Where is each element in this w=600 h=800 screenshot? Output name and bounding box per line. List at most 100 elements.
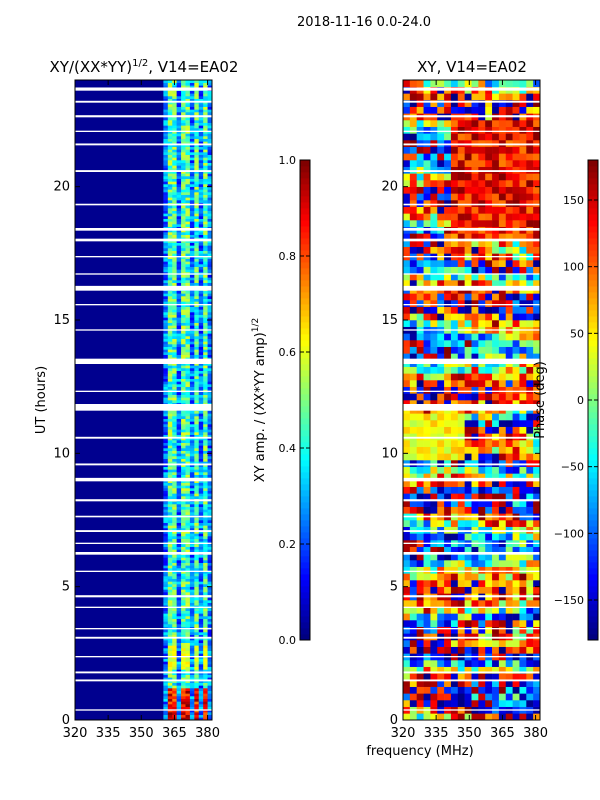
phase-cell — [485, 553, 493, 561]
amplitude-cell — [185, 133, 191, 137]
phase-cell — [430, 586, 438, 594]
phase-cell — [416, 420, 424, 427]
phase-cell — [478, 506, 486, 514]
phase-cell — [533, 80, 541, 87]
amplitude-cell — [194, 602, 200, 606]
amplitude-cell — [207, 392, 213, 395]
phase-cell — [505, 200, 513, 207]
amplitude-cell — [163, 680, 169, 683]
amplitude-cell — [207, 570, 213, 574]
amplitude-cell — [203, 280, 208, 283]
phase-cell — [444, 446, 452, 454]
phase-cell — [526, 680, 534, 687]
phase-cell — [498, 106, 507, 114]
amplitude-cell — [167, 525, 173, 529]
amplitude-cell — [167, 365, 173, 369]
amplitude-cell — [167, 125, 173, 129]
phase-flag-gap — [403, 628, 540, 630]
amplitude-cell — [172, 578, 177, 582]
phase-colorbar-swatch — [588, 550, 598, 557]
amplitude-cell — [194, 397, 200, 401]
amplitude-cell — [176, 586, 182, 590]
phase-flag-gap — [403, 304, 540, 306]
amplitude-cell — [172, 218, 177, 222]
phase-cell — [444, 80, 452, 87]
phase-cell — [464, 453, 472, 461]
amplitude-cell — [194, 82, 200, 86]
phase-cell — [485, 660, 493, 667]
phase-cell — [519, 533, 527, 541]
amplitude-cell — [181, 370, 186, 374]
phase-cell — [430, 573, 438, 581]
phase-cell — [533, 453, 541, 461]
amplitude-cell — [163, 341, 169, 345]
phase-cell — [464, 313, 472, 321]
amplitude-cell — [185, 629, 191, 633]
amplitude-cell — [203, 474, 208, 478]
amplitude-cell — [167, 538, 173, 542]
phase-cell — [471, 93, 479, 101]
phase-cell — [498, 306, 507, 314]
amplitude-colorbar-swatch — [300, 274, 310, 281]
phase-cell — [505, 153, 513, 161]
amplitude-cell — [163, 677, 169, 681]
amplitude-cell — [185, 712, 191, 715]
amplitude-cell — [198, 533, 204, 537]
phase-cell — [478, 273, 486, 281]
amplitude-cell — [189, 437, 195, 441]
phase-cell — [471, 313, 479, 321]
amplitude-cell — [207, 213, 213, 217]
amplitude-cell — [189, 122, 195, 126]
amplitude-cell — [176, 341, 182, 345]
amplitude-cell — [203, 216, 208, 219]
phase-cell — [526, 346, 534, 354]
phase-cell — [437, 280, 445, 287]
phase-cell — [471, 533, 479, 541]
amplitude-cell — [203, 325, 208, 329]
amplitude-cell — [176, 632, 182, 635]
amplitude-cell — [203, 384, 208, 387]
amplitude-cell — [194, 130, 200, 134]
amplitude-colorbar-swatch — [300, 268, 310, 275]
phase-cell — [492, 546, 500, 554]
amplitude-cell — [194, 101, 200, 105]
amplitude-cell — [189, 165, 195, 169]
amplitude-cell — [189, 698, 195, 702]
amplitude-cell — [189, 653, 195, 657]
amplitude-cell — [167, 240, 173, 243]
phase-cell — [512, 206, 520, 214]
amplitude-cell — [203, 181, 208, 185]
amplitude-cell — [176, 117, 182, 121]
phase-cell — [478, 686, 486, 694]
amplitude-cell — [167, 717, 173, 721]
phase-cell — [450, 213, 459, 221]
phase-cell — [430, 500, 438, 507]
amplitude-flag-gap — [75, 499, 212, 502]
amplitude-cell — [176, 312, 182, 315]
amplitude-cell — [189, 618, 195, 622]
amplitude-cell — [207, 141, 213, 145]
phase-flag-gap — [403, 143, 540, 146]
amplitude-cell — [203, 349, 208, 353]
amplitude-cell — [189, 269, 195, 273]
phase-cell — [519, 206, 527, 214]
amplitude-cell — [185, 178, 191, 182]
phase-cell — [423, 686, 431, 694]
phase-cell — [409, 146, 417, 154]
phase-cell — [498, 220, 507, 227]
phase-cell — [437, 320, 445, 327]
phase-cell — [519, 280, 527, 287]
phase-cell — [505, 420, 513, 427]
amplitude-cell — [207, 469, 213, 473]
amplitude-cell — [194, 437, 200, 441]
phase-cell — [430, 333, 438, 341]
phase-cell — [471, 353, 479, 361]
amplitude-cell — [163, 546, 169, 550]
phase-cell — [464, 613, 472, 621]
phase-colorbar-swatch — [588, 544, 598, 551]
amplitude-cell — [207, 325, 213, 329]
amplitude-cell — [163, 352, 169, 355]
amplitude-cell — [194, 306, 200, 310]
amplitude-cell — [189, 578, 195, 582]
amplitude-cell — [207, 336, 213, 339]
